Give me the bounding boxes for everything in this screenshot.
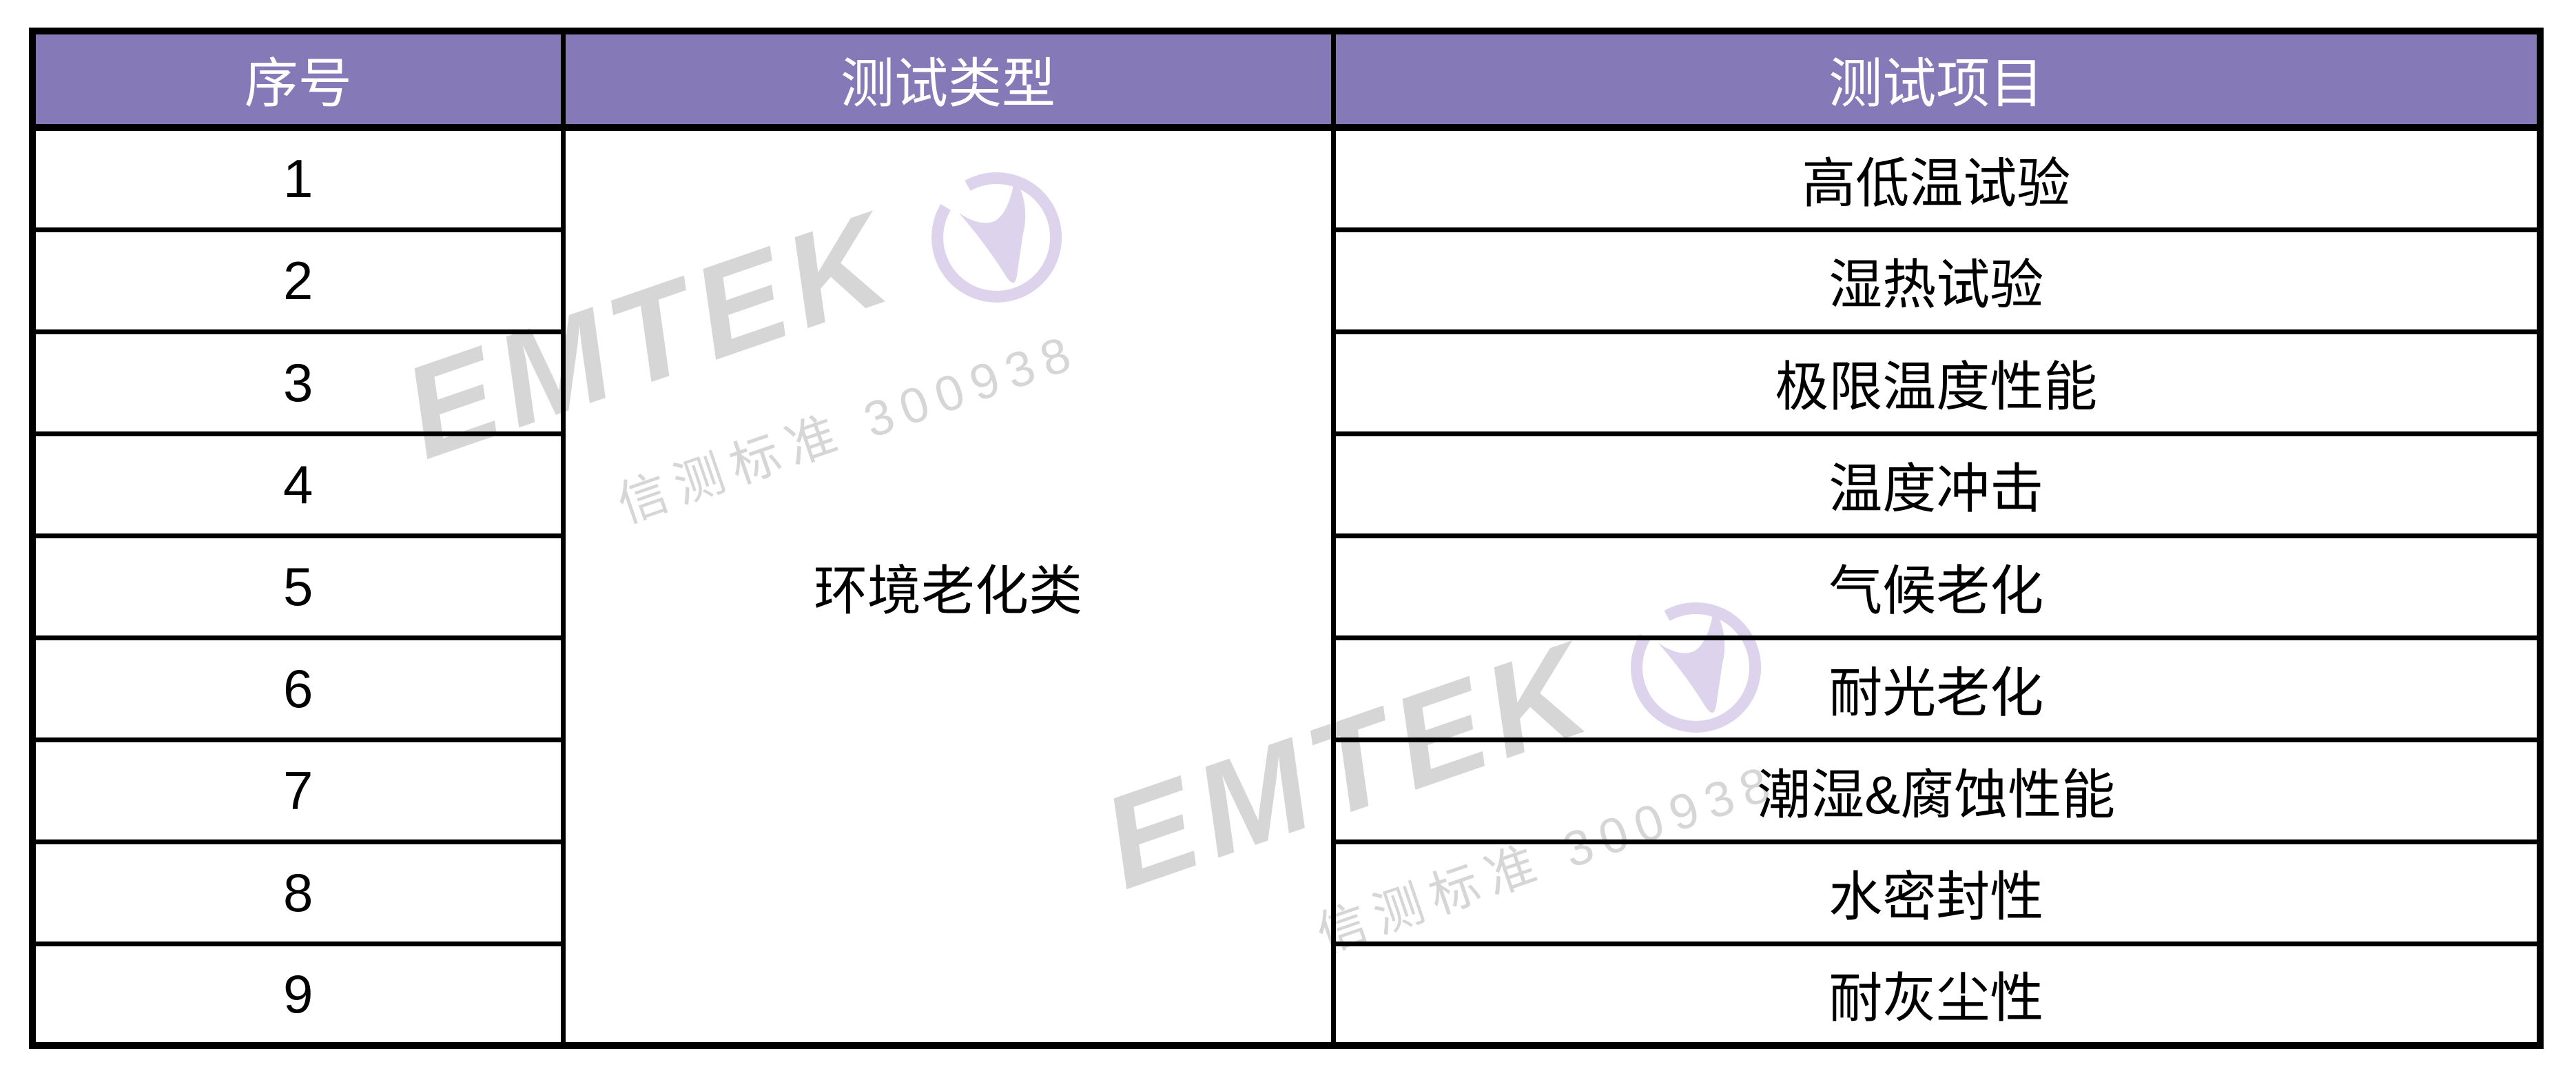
table-row: 2 湿热试验 bbox=[30, 227, 2543, 334]
test-item-cell: 湿热试验 bbox=[1330, 227, 2543, 334]
table-row: 4 温度冲击 bbox=[30, 431, 2543, 538]
table-row: 8 水密封性 bbox=[30, 839, 2543, 946]
header-cell-test-type: 测试类型 bbox=[560, 28, 1336, 131]
test-item-cell: 潮湿&腐蚀性能 bbox=[1330, 737, 2543, 844]
table-row: 5 气候老化 bbox=[30, 533, 2543, 640]
test-type-cell: 环境老化类 bbox=[560, 125, 1336, 1048]
test-table-container: 序号 测试类型 测试项目 1 环境老化类 高低温试验 2 湿热试验 3 极限温度… bbox=[29, 28, 2544, 1049]
table-row: 9 耐灰尘性 bbox=[30, 941, 2543, 1048]
table-row: 3 极限温度性能 bbox=[30, 329, 2543, 436]
row-number-cell: 5 bbox=[30, 533, 566, 640]
test-item-cell: 高低温试验 bbox=[1330, 125, 2543, 232]
row-number-cell: 3 bbox=[30, 329, 566, 436]
test-item-cell: 耐光老化 bbox=[1330, 635, 2543, 742]
header-cell-serial-number: 序号 bbox=[30, 28, 566, 131]
row-number-cell: 4 bbox=[30, 431, 566, 538]
row-number-cell: 2 bbox=[30, 227, 566, 334]
row-number-cell: 9 bbox=[30, 941, 566, 1048]
row-number-cell: 6 bbox=[30, 635, 566, 742]
table-row: 6 耐光老化 bbox=[30, 635, 2543, 742]
row-number-cell: 7 bbox=[30, 737, 566, 844]
test-item-cell: 水密封性 bbox=[1330, 839, 2543, 946]
table-row: 1 环境老化类 高低温试验 bbox=[30, 125, 2543, 1048]
test-item-cell: 极限温度性能 bbox=[1330, 329, 2543, 436]
row-number-cell: 8 bbox=[30, 839, 566, 946]
test-item-cell: 耐灰尘性 bbox=[1330, 941, 2543, 1048]
table-row: 7 潮湿&腐蚀性能 bbox=[30, 737, 2543, 844]
header-row: 序号 测试类型 测试项目 bbox=[30, 28, 2543, 131]
test-item-cell: 温度冲击 bbox=[1330, 431, 2543, 538]
test-item-cell: 气候老化 bbox=[1330, 533, 2543, 640]
test-items-table: 序号 测试类型 测试项目 1 环境老化类 高低温试验 2 湿热试验 3 极限温度… bbox=[29, 28, 2544, 1049]
header-cell-test-item: 测试项目 bbox=[1330, 28, 2543, 131]
row-number-cell: 1 bbox=[30, 125, 566, 232]
